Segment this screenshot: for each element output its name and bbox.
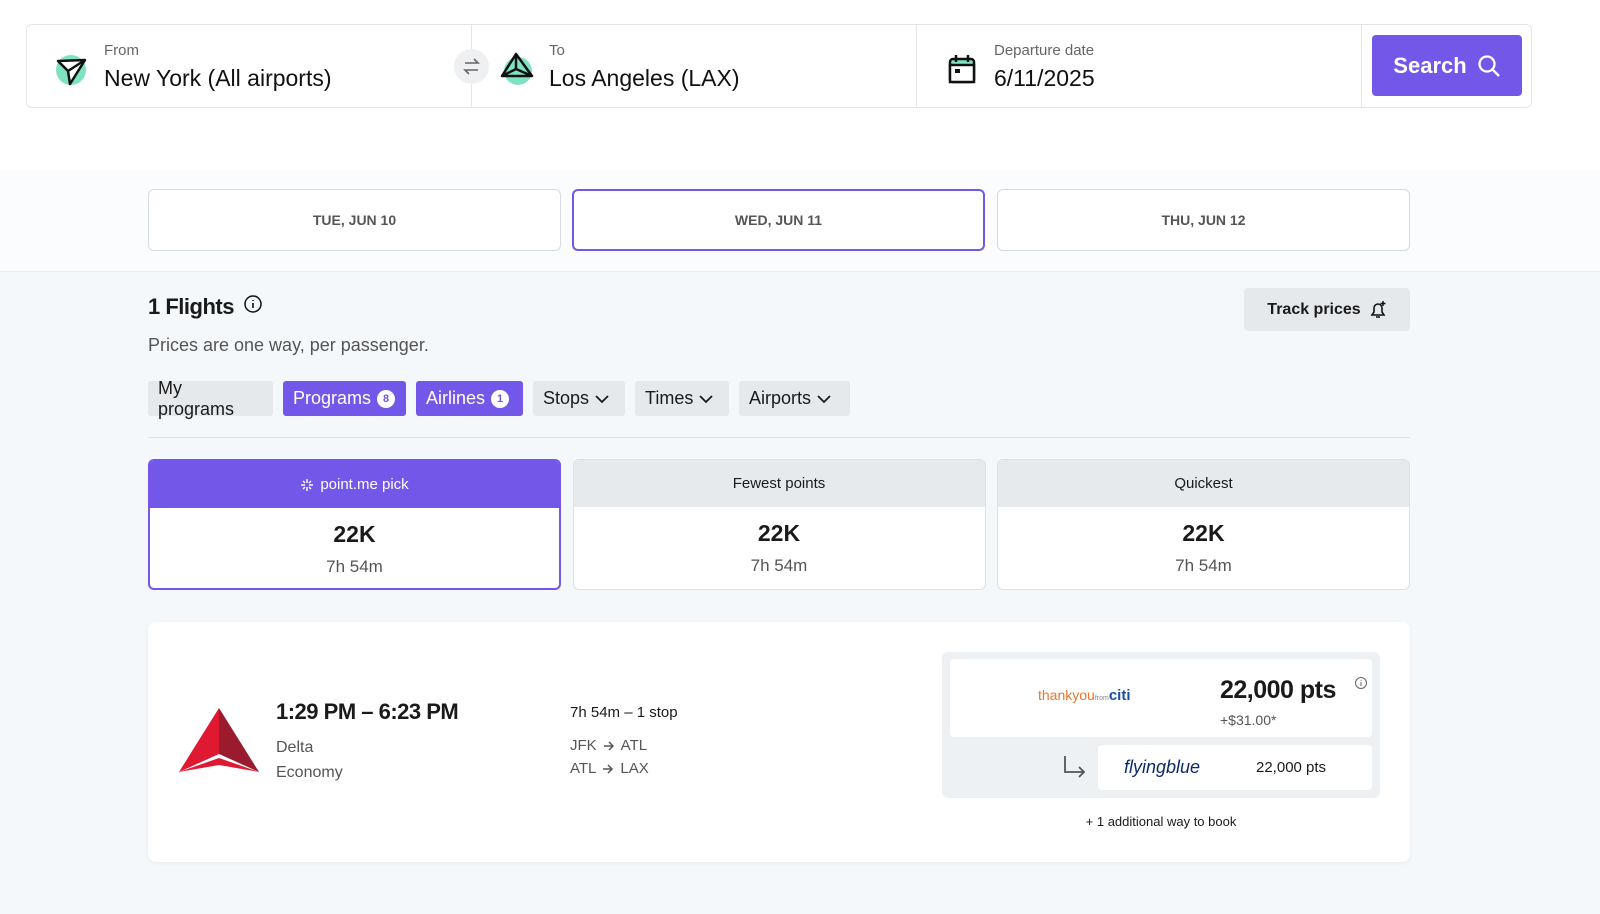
- segment: ATL LAX: [570, 760, 649, 777]
- pick-header: Quickest: [998, 460, 1409, 507]
- results-subtitle: Prices are one way, per passenger.: [148, 335, 429, 355]
- pick-points: 22K: [1182, 520, 1225, 546]
- logo-text: from: [1094, 695, 1109, 702]
- logo-text: citi: [1108, 687, 1131, 704]
- track-prices-label: Track prices: [1267, 300, 1361, 318]
- fees: +$31.00*: [1220, 712, 1277, 728]
- chevron-icon: [817, 394, 831, 403]
- date-tabs: TUE, JUN 10 WED, JUN 11 THU, JUN 12: [0, 170, 1600, 272]
- cabin-class: Economy: [276, 764, 343, 781]
- date-tab[interactable]: WED, JUN 11: [572, 189, 985, 251]
- divider: [148, 437, 1410, 438]
- filter-label: Programs: [293, 388, 372, 408]
- airport-code: ATL: [620, 737, 648, 754]
- chevron-shape: [595, 394, 609, 403]
- pick-header: point.me pick: [150, 461, 559, 508]
- pick-points: 22K: [333, 521, 376, 547]
- pick-points: 22K: [757, 520, 801, 546]
- arrow-icon: [603, 763, 614, 774]
- transfer-option[interactable]: flyingblue 22,000 pts: [1098, 745, 1372, 790]
- filter-badge: 1: [491, 389, 510, 408]
- airport-code: LAX: [620, 760, 649, 777]
- pick-label: point.me pick: [320, 476, 409, 493]
- info-icon[interactable]: [1354, 676, 1368, 690]
- search-button[interactable]: Search: [1372, 35, 1522, 96]
- logo-text: thankyou: [1038, 687, 1095, 703]
- program-logo: thankyoufromciti: [1038, 687, 1131, 704]
- from-icon: [56, 55, 87, 86]
- flight-card[interactable]: 1:29 PM – 6:23 PM Delta Economy 7h 54m –…: [148, 622, 1410, 862]
- airline-logo: [179, 708, 259, 772]
- pick-duration: 7h 54m: [326, 557, 383, 576]
- filter-chip[interactable]: Programs 8: [283, 381, 406, 416]
- more-ways[interactable]: + 1 additional way to book: [1085, 814, 1237, 829]
- date-tab[interactable]: TUE, JUN 10: [148, 189, 561, 251]
- pick-duration: 7h 54m: [750, 556, 808, 575]
- to-field[interactable]: To Los Angeles (LAX): [472, 25, 917, 107]
- filter-badge: 8: [377, 389, 396, 408]
- airline-name: Delta: [276, 739, 314, 756]
- search-icon: [1478, 54, 1500, 77]
- filter-label: Times: [645, 388, 694, 408]
- pick-card[interactable]: Fewest points 22K 7h 54m: [572, 459, 986, 590]
- swap-icon: [463, 58, 480, 75]
- arrow-shape: [603, 763, 614, 774]
- track-prices-button[interactable]: Track prices: [1244, 288, 1410, 331]
- pick-card[interactable]: point.me pick 22K 7h 54m: [148, 459, 561, 590]
- date-label: Departure date: [994, 42, 1095, 59]
- results-title: 1 Flights: [148, 294, 234, 319]
- program-option[interactable]: thankyoufromciti 22,000 pts +$31.00*: [950, 659, 1372, 737]
- filter-label: My programs: [158, 377, 235, 419]
- chevron-icon: [595, 394, 609, 403]
- chevron-icon: [699, 394, 713, 403]
- from-field[interactable]: From New York (All airports): [27, 25, 472, 107]
- airport-code: ATL: [570, 760, 597, 777]
- sparkle-icon: [301, 478, 314, 491]
- segment: JFK ATL: [570, 737, 647, 754]
- filter-chip[interactable]: Airlines 1: [416, 381, 523, 416]
- sparkle-shape: [301, 478, 314, 491]
- search-header: From New York (All airports) To Los Ange…: [0, 0, 1600, 170]
- from-label: From: [104, 42, 139, 59]
- booking-options: thankyoufromciti 22,000 pts +$31.00* fly…: [942, 652, 1380, 798]
- filter-chip[interactable]: My programs: [148, 378, 273, 419]
- swap-button[interactable]: [454, 49, 489, 84]
- from-value: New York (All airports): [104, 65, 332, 91]
- pick-duration: 7h 54m: [1175, 556, 1232, 575]
- filter-label: Airports: [749, 388, 812, 408]
- transfer-logo: flyingblue: [1124, 757, 1201, 777]
- flight-summary: 7h 54m – 1 stop: [570, 704, 678, 721]
- pick-header: Fewest points: [573, 460, 985, 507]
- search-box: From New York (All airports) To Los Ange…: [26, 24, 1532, 108]
- date-value: 6/11/2025: [994, 65, 1095, 91]
- search-button-label: Search: [1393, 52, 1467, 78]
- to-label: To: [549, 42, 565, 59]
- arrow-shape: [603, 740, 614, 751]
- to-value: Los Angeles (LAX): [549, 65, 740, 91]
- filter-chip[interactable]: Stops: [533, 381, 625, 416]
- date-tab[interactable]: THU, JUN 12: [997, 189, 1410, 251]
- filter-label: Airlines: [426, 388, 486, 408]
- pick-label: Fewest points: [732, 475, 826, 492]
- calendar-icon: [948, 55, 976, 84]
- bell-icon: [1370, 300, 1386, 318]
- transfer-arrow: [1064, 756, 1086, 778]
- airport-code: JFK: [570, 737, 597, 754]
- filter-chip[interactable]: Times: [635, 381, 729, 416]
- arrow-icon: [603, 740, 614, 751]
- pick-label: Quickest: [1174, 475, 1233, 492]
- info-icon[interactable]: [243, 294, 263, 314]
- to-icon: [500, 52, 534, 85]
- transfer-points: 22,000 pts: [1256, 759, 1327, 776]
- flight-times: 1:29 PM – 6:23 PM: [276, 699, 459, 724]
- pick-card[interactable]: Quickest 22K 7h 54m: [997, 459, 1410, 590]
- chevron-shape: [817, 394, 831, 403]
- filter-label: Stops: [543, 388, 590, 408]
- chevron-shape: [699, 394, 713, 403]
- points-price: 22,000 pts: [1220, 676, 1336, 704]
- date-field[interactable]: Departure date 6/11/2025: [917, 25, 1362, 107]
- filter-chip[interactable]: Airports: [739, 381, 850, 416]
